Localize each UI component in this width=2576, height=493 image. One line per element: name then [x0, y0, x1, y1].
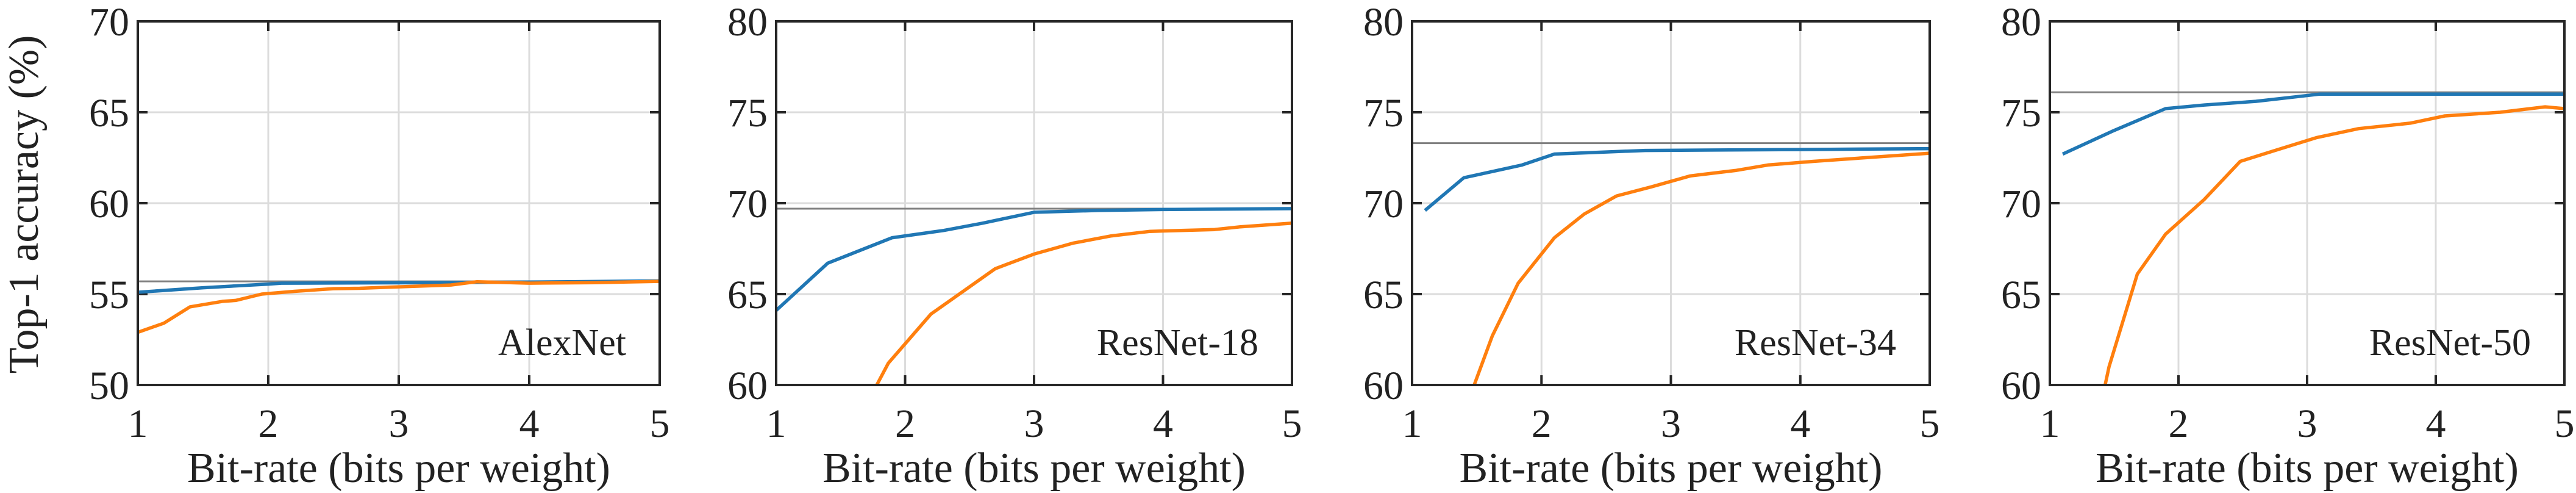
- x-tick-label: 1: [1402, 401, 1422, 446]
- x-axis-label: Bit-rate (bits per weight): [2096, 445, 2519, 492]
- x-tick-label: 3: [1661, 401, 1681, 446]
- y-tick-label: 80: [727, 0, 768, 45]
- y-tick-label: 75: [1363, 91, 1404, 135]
- x-tick-label: 5: [650, 401, 670, 446]
- y-tick-label: 80: [1363, 0, 1404, 45]
- y-tick-label: 55: [89, 273, 129, 317]
- y-tick-label: 60: [2001, 364, 2041, 408]
- blue-series-line: [776, 207, 1292, 312]
- axes-box: [1411, 20, 1931, 386]
- y-tick-label: 70: [727, 182, 768, 226]
- axes-box: [2049, 20, 2566, 386]
- x-tick-label: 1: [128, 401, 148, 446]
- x-tick-label: 1: [2040, 401, 2060, 446]
- y-tick-label: 70: [1363, 182, 1404, 226]
- x-axis-label: Bit-rate (bits per weight): [187, 445, 610, 492]
- y-tick-label: 50: [89, 364, 129, 408]
- x-tick-label: 2: [895, 401, 915, 446]
- y-tick-label: 75: [727, 91, 768, 135]
- panel-name-label: ResNet-34: [1735, 322, 1896, 364]
- y-tick-label: 65: [727, 273, 768, 317]
- orange-series-line: [1472, 151, 1930, 385]
- panel-name-label: ResNet-18: [1097, 322, 1258, 364]
- subplot-resnet-34: 1 2 3 4 5 60 65 70 75 80 ResNet-34 Bit-rate (bits p…: [1363, 0, 1940, 492]
- subplot-resnet-50: 1 2 3 4 5 60 65 70 75 80 ResNet-50 Bit-rate (bits p…: [2001, 0, 2575, 492]
- y-tick-label: 75: [2001, 91, 2041, 135]
- y-tick-label: 70: [89, 0, 129, 45]
- y-tick-label: 65: [89, 91, 129, 135]
- x-tick-label: 2: [259, 401, 279, 446]
- x-tick-label: 3: [389, 401, 409, 446]
- x-tick-label: 4: [1153, 401, 1173, 446]
- x-tick-label: 5: [2555, 401, 2575, 446]
- orange-series-line: [2103, 105, 2564, 385]
- x-tick-label: 4: [1790, 401, 1810, 446]
- x-tick-label: 4: [519, 401, 540, 446]
- x-tick-label: 2: [1532, 401, 1552, 446]
- axes-box: [137, 20, 661, 386]
- y-axis-label: Top-1 accuracy (%): [1, 35, 48, 374]
- y-tick-label: 70: [2001, 182, 2041, 226]
- subplot-resnet-18: 1 2 3 4 5 60 65 70 75 80 ResNet-18 Bit-rate (bits p…: [727, 0, 1302, 492]
- blue-series-line: [1424, 146, 1930, 212]
- x-tick-label: 4: [2426, 401, 2446, 446]
- x-tick-label: 1: [766, 401, 787, 446]
- orange-series-line: [875, 221, 1292, 385]
- y-tick-label: 80: [2001, 0, 2041, 45]
- panel-name-label: ResNet-50: [2369, 322, 2531, 364]
- orange-series-line: [138, 279, 660, 334]
- y-tick-label: 60: [1363, 364, 1404, 408]
- x-tick-label: 5: [1920, 401, 1940, 446]
- axes-box: [775, 20, 1293, 386]
- y-tick-label: 65: [1363, 273, 1404, 317]
- y-tick-label: 65: [2001, 273, 2041, 317]
- y-tick-label: 60: [727, 364, 768, 408]
- y-tick-label: 60: [89, 182, 129, 226]
- blue-series-line: [2061, 92, 2564, 156]
- x-tick-label: 3: [1024, 401, 1044, 446]
- x-axis-label: Bit-rate (bits per weight): [822, 445, 1246, 492]
- x-axis-label: Bit-rate (bits per weight): [1460, 445, 1883, 492]
- x-tick-label: 5: [1282, 401, 1302, 446]
- x-tick-label: 3: [2297, 401, 2317, 446]
- panel-name-label: AlexNet: [498, 322, 626, 364]
- x-tick-label: 2: [2169, 401, 2189, 446]
